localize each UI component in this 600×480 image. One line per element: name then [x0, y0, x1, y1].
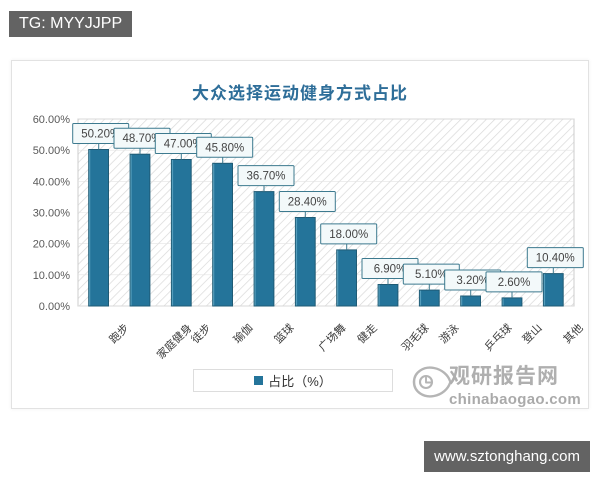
svg-text:20.00%: 20.00% — [33, 239, 71, 251]
svg-text:40.00%: 40.00% — [33, 176, 71, 188]
svg-text:10.00%: 10.00% — [33, 270, 71, 282]
svg-text:45.80%: 45.80% — [205, 142, 244, 154]
svg-text:5.10%: 5.10% — [415, 269, 448, 281]
svg-text:18.00%: 18.00% — [329, 229, 368, 241]
svg-text:36.70%: 36.70% — [246, 171, 285, 183]
svg-text:0.00%: 0.00% — [39, 301, 70, 313]
svg-text:28.40%: 28.40% — [288, 197, 327, 209]
svg-text:30.00%: 30.00% — [33, 208, 71, 220]
svg-text:60.00%: 60.00% — [33, 114, 71, 126]
svg-text:10.40%: 10.40% — [536, 253, 575, 265]
svg-text:2.60%: 2.60% — [498, 277, 531, 289]
svg-text:50.00%: 50.00% — [33, 145, 71, 157]
svg-text:3.20%: 3.20% — [456, 275, 489, 287]
svg-text:6.90%: 6.90% — [374, 264, 407, 276]
